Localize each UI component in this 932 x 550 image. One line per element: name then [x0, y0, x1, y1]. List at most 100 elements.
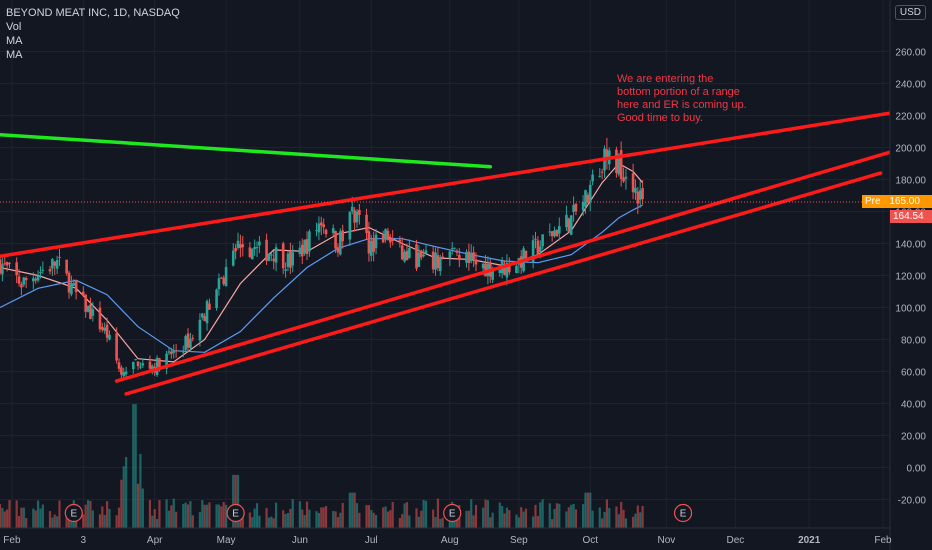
volume-bar	[475, 505, 477, 528]
candle-body	[558, 226, 561, 234]
legend-ma-1[interactable]: MA	[6, 34, 180, 48]
candle-body	[537, 240, 540, 254]
volume-bar	[515, 515, 517, 528]
candle-body	[368, 231, 371, 253]
candle-body	[384, 229, 387, 239]
candle-body	[237, 241, 240, 248]
candle-body	[568, 219, 571, 233]
candle-body	[475, 259, 478, 264]
volume-bar	[584, 493, 586, 528]
candle-body	[387, 231, 390, 240]
volume-bar	[39, 508, 41, 528]
candle-body	[570, 215, 573, 234]
earnings-marker[interactable]: E	[675, 505, 692, 522]
currency-button[interactable]: USD	[895, 5, 926, 20]
volume-bar	[118, 508, 120, 528]
chart-annotation[interactable]: We are entering the bottom portion of a …	[617, 73, 817, 125]
volume-bar	[4, 511, 6, 528]
volume-bar	[575, 509, 577, 528]
volume-bar	[292, 499, 294, 528]
volume-bar	[154, 509, 156, 528]
volume-bar	[582, 504, 584, 528]
x-tick-label: Feb	[874, 535, 892, 546]
legend-ma-2[interactable]: MA	[6, 48, 180, 62]
volume-bar	[185, 503, 187, 528]
candle-body	[370, 241, 373, 256]
candle-body	[256, 247, 259, 248]
volume-bar	[108, 509, 110, 528]
volume-bar	[1, 508, 3, 528]
candle-body	[575, 204, 578, 211]
candle-body	[134, 359, 137, 360]
volume-bar	[570, 505, 572, 528]
earnings-marker[interactable]: E	[227, 505, 244, 522]
earnings-marker[interactable]: E	[65, 505, 82, 522]
candle-body	[34, 279, 37, 281]
candle-body	[372, 238, 375, 252]
volume-bar	[270, 517, 272, 528]
y-tick-label: 20.00	[901, 432, 926, 443]
candle-body	[406, 251, 409, 260]
x-tick-label: May	[217, 535, 236, 546]
candle-body	[108, 335, 111, 340]
x-tick-label: Nov	[658, 535, 676, 546]
candle-body	[458, 255, 461, 260]
candle-body	[118, 362, 121, 368]
volume-bar	[192, 515, 194, 528]
candle-body	[541, 234, 544, 246]
candle-body	[99, 308, 102, 330]
volume-bar	[218, 505, 220, 528]
candle-body	[456, 251, 459, 253]
candle-body	[632, 173, 635, 192]
volume-bar	[499, 503, 501, 528]
volume-bar	[289, 509, 291, 528]
candle-body	[142, 363, 145, 365]
candle-body	[49, 269, 52, 271]
x-tick-label: Apr	[147, 535, 163, 546]
legend-volume[interactable]: Vol	[6, 20, 180, 34]
y-tick-label: 240.00	[895, 80, 926, 91]
volume-bar	[306, 502, 308, 528]
candle-body	[318, 224, 321, 233]
volume-bar	[308, 510, 310, 528]
volume-bar	[187, 504, 189, 528]
y-tick-label: 40.00	[901, 400, 926, 411]
volume-bar	[199, 512, 201, 528]
candle-body	[232, 251, 235, 266]
candle-body	[84, 295, 87, 312]
earnings-marker[interactable]: E	[444, 505, 461, 522]
volume-bar	[37, 500, 39, 528]
candle-body	[268, 254, 271, 261]
candle-body	[341, 230, 344, 241]
candle-body	[439, 259, 442, 271]
earnings-label: E	[680, 509, 687, 520]
volume-bar	[470, 499, 472, 528]
volume-bar	[637, 505, 639, 528]
x-tick-label: 3	[81, 535, 87, 546]
y-tick-label: 80.00	[901, 336, 926, 347]
candle-body	[68, 273, 71, 293]
candle-body	[356, 212, 359, 223]
candle-body	[32, 278, 35, 281]
candle-body	[320, 223, 323, 226]
volume-bar	[625, 518, 627, 528]
y-tick-label: 60.00	[901, 368, 926, 379]
candle-body	[1, 264, 4, 274]
candle-body	[556, 230, 559, 236]
volume-bar	[437, 499, 439, 528]
candle-body	[149, 362, 152, 369]
x-tick-label: Sep	[510, 535, 528, 546]
candle-body	[92, 309, 95, 316]
volume-bar	[420, 511, 422, 528]
volume-bar	[125, 457, 127, 528]
symbol-title[interactable]: BEYOND MEAT INC, 1D, NASDAQ	[6, 6, 180, 20]
volume-bar	[215, 504, 217, 528]
candle-body	[3, 263, 6, 264]
volume-bar	[42, 505, 44, 528]
volume-bar	[268, 518, 270, 528]
volume-bar	[323, 507, 325, 528]
candle-body	[258, 242, 261, 246]
volume-bar	[487, 500, 489, 528]
volume-bar	[23, 508, 25, 528]
volume-bar	[89, 501, 91, 528]
